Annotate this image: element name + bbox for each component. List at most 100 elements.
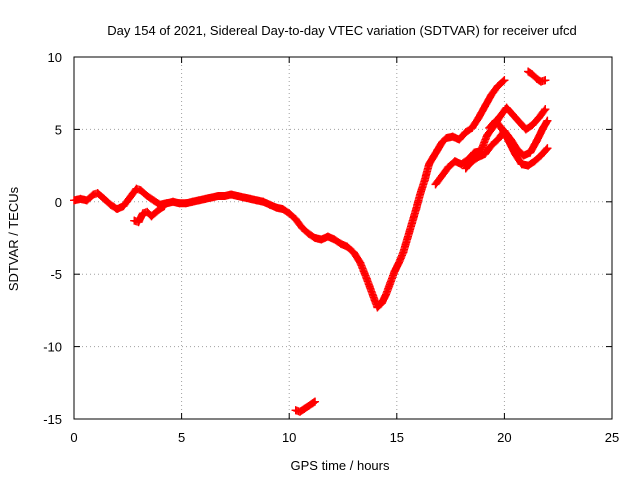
data-point xyxy=(524,67,533,76)
x-tick-label: 25 xyxy=(605,430,619,445)
data-point xyxy=(470,148,479,157)
data-point xyxy=(420,176,429,185)
y-tick-label: 0 xyxy=(55,195,62,210)
data-point xyxy=(528,70,537,79)
data-point xyxy=(444,163,453,172)
data-point xyxy=(240,193,249,202)
data-point xyxy=(153,206,162,215)
data-point xyxy=(394,258,403,267)
data-point xyxy=(455,135,464,144)
data-point xyxy=(530,157,539,166)
data-point xyxy=(457,160,466,169)
data-point xyxy=(534,113,543,122)
data-point xyxy=(528,121,537,130)
data-point xyxy=(143,207,152,216)
data-point xyxy=(496,112,505,121)
data-point xyxy=(76,194,85,203)
y-axis-label: SDTVAR / TECUs xyxy=(6,186,21,291)
data-point xyxy=(526,148,535,157)
data-point xyxy=(220,192,229,201)
data-point xyxy=(291,215,300,224)
data-point xyxy=(330,235,339,244)
data-point xyxy=(541,105,550,114)
data-point xyxy=(532,74,541,83)
series-dip-branch xyxy=(130,202,169,227)
data-point xyxy=(100,194,109,203)
data-point xyxy=(493,135,502,144)
series-top-right-cluster xyxy=(524,67,550,86)
y-tick-label: -10 xyxy=(43,340,62,355)
data-point xyxy=(201,194,210,203)
x-tick-label: 15 xyxy=(390,430,404,445)
data-point xyxy=(106,200,115,209)
data-point xyxy=(227,190,236,199)
data-point xyxy=(468,123,477,132)
data-point xyxy=(259,197,268,206)
data-point xyxy=(403,234,412,242)
data-point xyxy=(543,116,552,125)
axis-ticks xyxy=(73,56,613,420)
data-point xyxy=(285,209,294,218)
data-point xyxy=(498,125,507,134)
data-point xyxy=(291,406,300,415)
data-point xyxy=(369,291,378,300)
y-tick-label: -15 xyxy=(43,412,62,427)
x-tick-label: 0 xyxy=(70,430,77,445)
data-point xyxy=(448,132,457,141)
data-point xyxy=(132,184,141,193)
chart-title: Day 154 of 2021, Sidereal Day-to-day VTE… xyxy=(107,23,576,38)
data-point xyxy=(407,219,416,228)
data-point xyxy=(134,218,143,227)
data-point xyxy=(311,397,320,406)
data-point xyxy=(356,258,365,267)
data-point xyxy=(536,151,545,160)
data-point xyxy=(70,196,78,205)
grid-lines xyxy=(74,57,612,419)
data-point xyxy=(265,200,274,209)
data-point xyxy=(543,144,552,153)
data-point xyxy=(207,193,216,202)
y-tick-label: 5 xyxy=(55,122,62,137)
series-isolated-low-cluster xyxy=(291,397,320,416)
y-tick-labels: -15 -10 -5 0 5 10 xyxy=(43,50,62,427)
data-point xyxy=(125,193,134,202)
data-point xyxy=(278,205,287,214)
data-point xyxy=(425,160,434,169)
data-point xyxy=(188,197,197,206)
data-point xyxy=(511,150,520,159)
data-point xyxy=(181,199,190,208)
data-point xyxy=(481,102,490,111)
data-point xyxy=(295,407,304,416)
data-point xyxy=(442,134,451,143)
data-point xyxy=(119,202,128,211)
data-point xyxy=(519,151,528,160)
data-point xyxy=(130,216,139,225)
data-point xyxy=(474,113,483,122)
data-point xyxy=(194,196,203,205)
data-point xyxy=(437,138,446,147)
data-point xyxy=(461,128,470,137)
data-point xyxy=(437,171,446,180)
data-point xyxy=(113,205,122,214)
data-point xyxy=(349,248,358,257)
data-point xyxy=(252,196,261,205)
data-point xyxy=(147,212,156,221)
data-point xyxy=(433,145,442,154)
data-point xyxy=(491,116,500,125)
data-point xyxy=(304,229,313,238)
data-point xyxy=(416,189,425,198)
data-point xyxy=(509,110,518,119)
data-point xyxy=(474,152,483,161)
data-point xyxy=(487,90,496,99)
data-point xyxy=(362,274,371,283)
data-point xyxy=(233,192,242,201)
data-point xyxy=(468,157,477,166)
data-point xyxy=(93,189,102,198)
data-point xyxy=(517,160,526,169)
data-point xyxy=(272,203,281,212)
series-late-branch-c xyxy=(485,116,552,170)
data-point xyxy=(82,196,91,205)
y-tick-label: 10 xyxy=(48,50,62,65)
data-point xyxy=(300,404,309,413)
